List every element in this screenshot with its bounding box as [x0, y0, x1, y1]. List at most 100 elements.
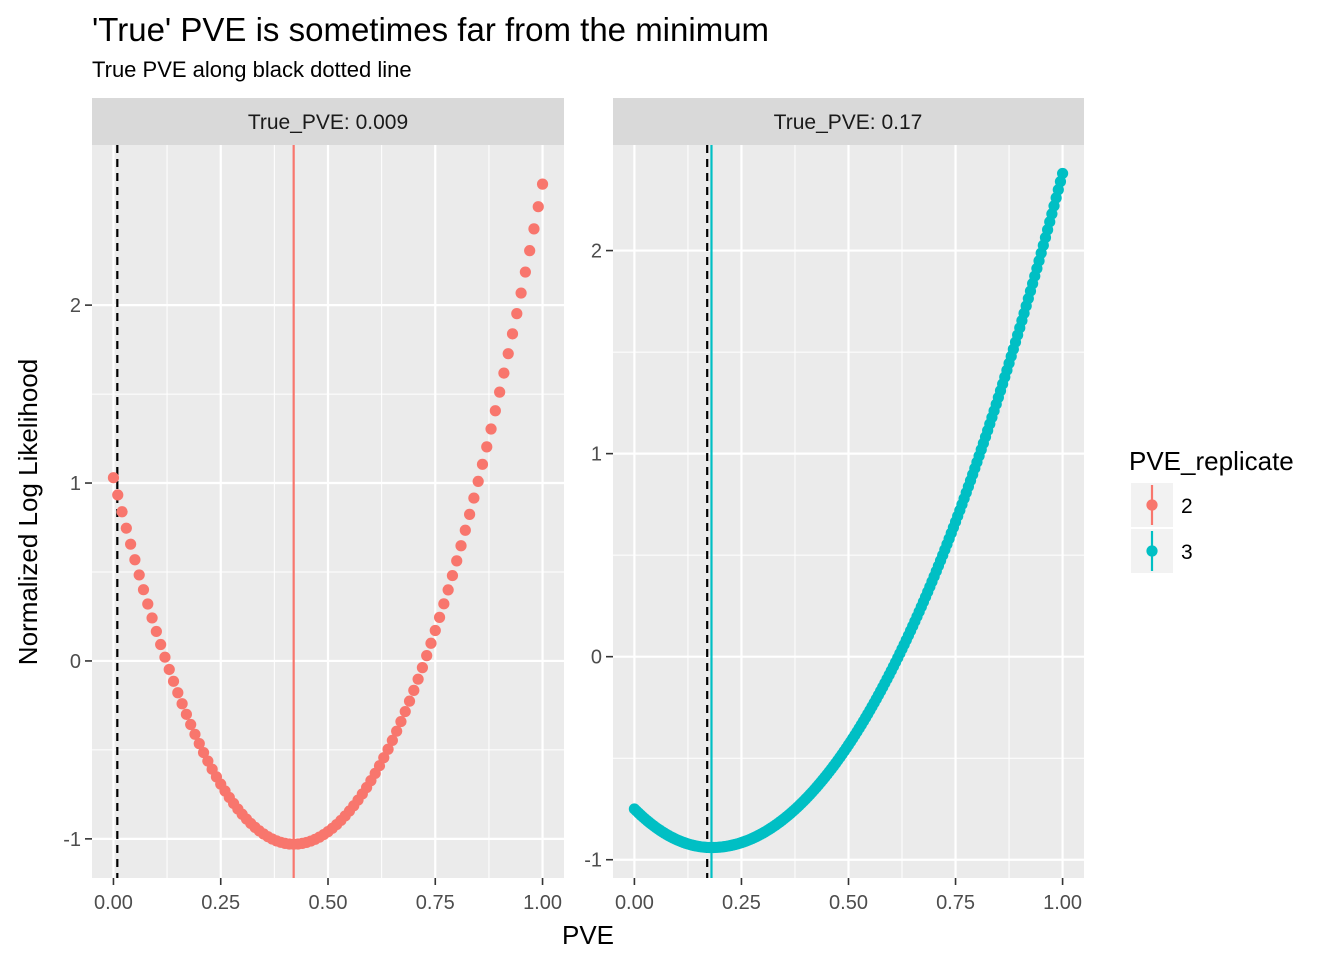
y-tick-label: 1	[591, 444, 602, 466]
y-axis-1: -1 0 1 2	[63, 295, 92, 851]
data-point	[468, 492, 480, 504]
data-point	[399, 705, 411, 718]
data-point	[112, 489, 124, 501]
data-point	[446, 569, 459, 582]
data-points-2	[628, 167, 1069, 854]
y-tick-label: -1	[63, 829, 81, 851]
y-axis-2: -1 0 1 2	[584, 241, 613, 872]
data-point	[408, 684, 420, 696]
data-point	[498, 367, 510, 379]
x-tick-label: 0.00	[94, 892, 133, 914]
data-point	[1056, 167, 1069, 180]
x-tick-label: 1.00	[1043, 892, 1082, 914]
facet-panel-1: True_PVE: 0.009 -1 0 1 2 0.00 0.25 0.50 0.75 1.…	[63, 98, 564, 914]
x-tick-label: 0.75	[936, 892, 975, 914]
facet-strip-label-2: True_PVE: 0.17	[774, 111, 923, 134]
data-point	[442, 584, 454, 596]
data-point	[511, 308, 523, 320]
data-point	[133, 569, 145, 581]
x-axis-title: PVE	[562, 920, 614, 950]
data-point	[180, 708, 192, 720]
x-tick-label: 0.50	[829, 892, 868, 914]
facet-strip-label-1: True_PVE: 0.009	[248, 111, 408, 134]
data-point	[455, 540, 467, 552]
x-tick-label: 0.25	[722, 892, 761, 914]
x-tick-label: 1.00	[523, 892, 562, 914]
data-point	[146, 612, 158, 624]
data-point	[416, 662, 428, 674]
data-point	[412, 673, 424, 685]
data-point	[438, 598, 450, 610]
y-tick-label: 0	[591, 647, 602, 669]
data-point	[536, 178, 549, 190]
data-point	[382, 743, 394, 755]
y-tick-label: 0	[70, 651, 81, 673]
data-point	[386, 734, 398, 747]
data-points-1	[107, 178, 549, 850]
y-tick-label: 1	[70, 473, 81, 495]
legend-item: 3	[1131, 529, 1193, 573]
data-point	[107, 472, 120, 484]
gridlines-2	[613, 145, 1084, 878]
x-tick-label: 0.00	[615, 892, 654, 914]
legend-key-point	[1146, 499, 1158, 511]
data-point	[137, 584, 150, 596]
y-tick-label: 2	[70, 295, 81, 317]
y-axis-title: Normalized Log Likelihood	[13, 359, 43, 665]
facet-strip-2	[613, 98, 1084, 145]
data-point	[150, 625, 162, 638]
gridlines-1	[92, 145, 564, 878]
legend-label: 3	[1181, 541, 1193, 564]
data-point	[403, 695, 416, 707]
chart-title: 'True' PVE is sometimes far from the min…	[92, 11, 769, 48]
data-point	[451, 555, 463, 567]
facet-panel-2: True_PVE: 0.17 -1 0 1 2 0.00 0.25 0.50 0.75 1.0…	[584, 98, 1084, 914]
data-point	[155, 638, 167, 651]
data-point	[429, 624, 441, 637]
data-point	[163, 663, 175, 676]
legend-key-point	[1146, 545, 1158, 557]
data-point	[193, 738, 205, 750]
data-point	[485, 423, 497, 435]
data-point	[464, 508, 476, 520]
data-point	[395, 715, 407, 728]
legend-item: 2	[1131, 483, 1193, 527]
data-point	[532, 201, 544, 213]
data-point	[125, 538, 137, 550]
data-point	[528, 223, 540, 235]
x-tick-label: 0.75	[416, 892, 455, 914]
legend-label: 2	[1181, 495, 1193, 518]
data-point	[185, 718, 197, 731]
data-point	[433, 611, 446, 623]
data-point	[167, 675, 180, 687]
chart-subtitle: True PVE along black dotted line	[92, 57, 412, 82]
data-point	[391, 725, 403, 737]
data-point	[481, 441, 493, 453]
data-point	[519, 266, 531, 278]
data-point	[476, 458, 489, 470]
data-point	[129, 554, 141, 566]
data-point	[494, 386, 506, 398]
data-point	[378, 752, 390, 764]
data-point	[159, 651, 171, 663]
data-point	[472, 475, 484, 488]
data-point	[176, 698, 188, 710]
y-tick-label: -1	[584, 850, 602, 872]
y-tick-label: 2	[591, 241, 602, 263]
x-axis-2: 0.00 0.25 0.50 0.75 1.00	[615, 878, 1082, 914]
data-point	[425, 637, 437, 649]
data-point	[459, 524, 471, 536]
data-point	[142, 598, 154, 610]
data-point	[172, 687, 184, 699]
data-point	[515, 287, 527, 299]
data-point	[524, 245, 536, 257]
data-point	[506, 328, 519, 340]
data-point	[489, 405, 501, 417]
legend: PVE_replicate 2 3	[1129, 446, 1294, 573]
data-point	[197, 746, 210, 759]
data-point	[120, 522, 132, 534]
legend-title: PVE_replicate	[1129, 446, 1294, 476]
x-tick-label: 0.50	[309, 892, 348, 914]
x-tick-label: 0.25	[201, 892, 240, 914]
